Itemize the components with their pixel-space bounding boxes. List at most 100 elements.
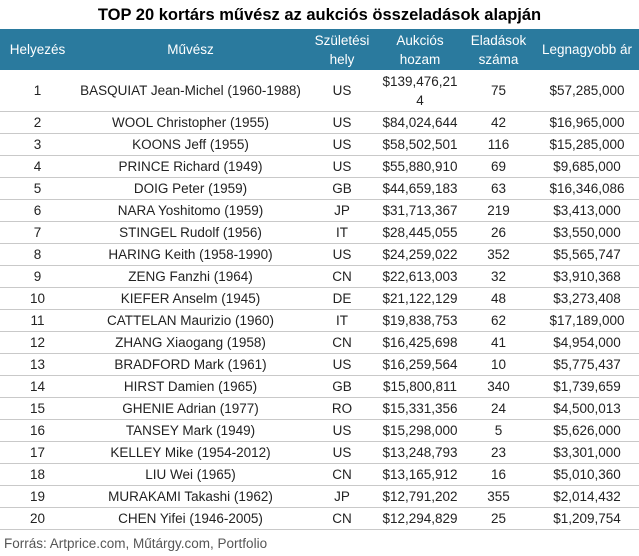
cell-rank: 5 — [0, 177, 75, 200]
ranking-table: Helyezés Művész Születési hely Aukciós h… — [0, 29, 639, 530]
cell-birthplace: US — [306, 133, 378, 156]
cell-revenue: $19,838,753 — [378, 309, 462, 332]
cell-rank: 9 — [0, 265, 75, 288]
cell-revenue: $13,165,912 — [378, 463, 462, 486]
table-row: 1 BASQUIAT Jean-Michel (1960-1988) US $1… — [0, 70, 639, 112]
table-row: 19 MURAKAMI Takashi (1962) JP $12,791,20… — [0, 485, 639, 508]
cell-revenue: $13,248,793 — [378, 441, 462, 464]
cell-sales: 75 — [462, 70, 535, 112]
cell-rank: 12 — [0, 331, 75, 354]
cell-artist: PRINCE Richard (1949) — [75, 155, 306, 178]
cell-revenue: $12,791,202 — [378, 485, 462, 508]
cell-artist: CATTELAN Maurizio (1960) — [75, 309, 306, 332]
table-row: 2 WOOL Christopher (1955) US $84,024,644… — [0, 111, 639, 134]
cell-birthplace: CN — [306, 507, 378, 530]
cell-revenue: $44,659,183 — [378, 177, 462, 200]
cell-sales: 5 — [462, 419, 535, 442]
cell-birthplace: US — [306, 243, 378, 266]
cell-revenue: $15,800,811 — [378, 375, 462, 398]
table-row: 20 CHEN Yifei (1946-2005) CN $12,294,829… — [0, 507, 639, 530]
cell-revenue: $139,476,214 — [378, 70, 462, 112]
cell-revenue: $58,502,501 — [378, 133, 462, 156]
cell-artist: NARA Yoshitomo (1959) — [75, 199, 306, 222]
cell-birthplace: JP — [306, 199, 378, 222]
cell-artist: HARING Keith (1958-1990) — [75, 243, 306, 266]
cell-birthplace: DE — [306, 287, 378, 310]
table-row: 3 KOONS Jeff (1955) US $58,502,501 116 $… — [0, 133, 639, 156]
cell-birthplace: CN — [306, 463, 378, 486]
cell-revenue: $21,122,129 — [378, 287, 462, 310]
cell-top-price: $5,565,747 — [535, 243, 639, 266]
cell-rank: 13 — [0, 353, 75, 376]
table-row: 12 ZHANG Xiaogang (1958) CN $16,425,698 … — [0, 331, 639, 354]
table-row: 9 ZENG Fanzhi (1964) CN $22,613,003 32 $… — [0, 265, 639, 288]
cell-birthplace: RO — [306, 397, 378, 420]
cell-artist: GHENIE Adrian (1977) — [75, 397, 306, 420]
cell-artist: BRADFORD Mark (1961) — [75, 353, 306, 376]
cell-sales: 116 — [462, 133, 535, 156]
header-revenue: Aukciós hozam — [378, 29, 462, 70]
cell-rank: 17 — [0, 441, 75, 464]
cell-artist: CHEN Yifei (1946-2005) — [75, 507, 306, 530]
cell-top-price: $3,273,408 — [535, 287, 639, 310]
table-row: 4 PRINCE Richard (1949) US $55,880,910 6… — [0, 155, 639, 178]
cell-birthplace: US — [306, 155, 378, 178]
cell-sales: 16 — [462, 463, 535, 486]
cell-rank: 8 — [0, 243, 75, 266]
table-row: 8 HARING Keith (1958-1990) US $24,259,02… — [0, 243, 639, 266]
cell-rank: 6 — [0, 199, 75, 222]
table-row: 17 KELLEY Mike (1954-2012) US $13,248,79… — [0, 441, 639, 464]
table-row: 11 CATTELAN Maurizio (1960) IT $19,838,7… — [0, 309, 639, 332]
cell-birthplace: IT — [306, 221, 378, 244]
cell-artist: HIRST Damien (1965) — [75, 375, 306, 398]
cell-artist: ZHANG Xiaogang (1958) — [75, 331, 306, 354]
cell-revenue: $16,425,698 — [378, 331, 462, 354]
cell-artist: WOOL Christopher (1955) — [75, 111, 306, 134]
cell-sales: 352 — [462, 243, 535, 266]
cell-top-price: $5,775,437 — [535, 353, 639, 376]
cell-sales: 23 — [462, 441, 535, 464]
cell-artist: KIEFER Anselm (1945) — [75, 287, 306, 310]
cell-top-price: $9,685,000 — [535, 155, 639, 178]
cell-top-price: $16,346,086 — [535, 177, 639, 200]
cell-birthplace: CN — [306, 265, 378, 288]
table-row: 6 NARA Yoshitomo (1959) JP $31,713,367 2… — [0, 199, 639, 222]
cell-rank: 7 — [0, 221, 75, 244]
cell-artist: ZENG Fanzhi (1964) — [75, 265, 306, 288]
cell-sales: 340 — [462, 375, 535, 398]
cell-artist: MURAKAMI Takashi (1962) — [75, 485, 306, 508]
cell-birthplace: US — [306, 111, 378, 134]
cell-revenue: $12,294,829 — [378, 507, 462, 530]
cell-birthplace: US — [306, 441, 378, 464]
cell-rank: 10 — [0, 287, 75, 310]
cell-birthplace: IT — [306, 309, 378, 332]
cell-sales: 219 — [462, 199, 535, 222]
cell-rank: 18 — [0, 463, 75, 486]
cell-sales: 32 — [462, 265, 535, 288]
table-body: 1 BASQUIAT Jean-Michel (1960-1988) US $1… — [0, 70, 639, 530]
cell-artist: STINGEL Rudolf (1956) — [75, 221, 306, 244]
cell-rank: 4 — [0, 155, 75, 178]
cell-artist: KOONS Jeff (1955) — [75, 133, 306, 156]
cell-sales: 25 — [462, 507, 535, 530]
cell-rank: 2 — [0, 111, 75, 134]
cell-top-price: $2,014,432 — [535, 485, 639, 508]
cell-top-price: $1,739,659 — [535, 375, 639, 398]
cell-rank: 14 — [0, 375, 75, 398]
cell-revenue: $22,613,003 — [378, 265, 462, 288]
cell-sales: 48 — [462, 287, 535, 310]
cell-birthplace: GB — [306, 375, 378, 398]
header-rank: Helyezés — [0, 29, 75, 70]
cell-birthplace: GB — [306, 177, 378, 200]
table-header-row: Helyezés Művész Születési hely Aukciós h… — [0, 29, 639, 70]
header-top-price: Legnagyobb ár — [535, 29, 639, 70]
cell-top-price: $3,301,000 — [535, 441, 639, 464]
cell-rank: 19 — [0, 485, 75, 508]
cell-artist: BASQUIAT Jean-Michel (1960-1988) — [75, 70, 306, 112]
cell-rank: 11 — [0, 309, 75, 332]
cell-top-price: $4,954,000 — [535, 331, 639, 354]
cell-rank: 20 — [0, 507, 75, 530]
header-birthplace: Születési hely — [306, 29, 378, 70]
cell-top-price: $3,413,000 — [535, 199, 639, 222]
cell-rank: 1 — [0, 70, 75, 112]
